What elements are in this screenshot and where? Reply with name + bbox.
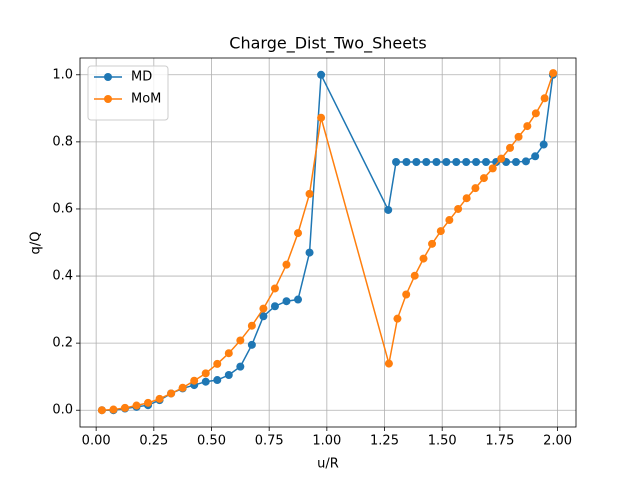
y-tick-label: 0.6 bbox=[52, 201, 73, 216]
marker bbox=[454, 204, 463, 213]
marker bbox=[224, 349, 233, 358]
marker bbox=[452, 157, 461, 166]
marker bbox=[471, 184, 480, 193]
marker bbox=[305, 189, 314, 198]
marker bbox=[190, 376, 199, 385]
x-tick-label: 1.00 bbox=[312, 434, 341, 449]
marker bbox=[436, 227, 445, 236]
marker bbox=[109, 405, 118, 414]
legend-marker bbox=[104, 73, 112, 81]
x-tick-label: 0.50 bbox=[197, 434, 226, 449]
marker bbox=[462, 194, 471, 203]
marker bbox=[432, 157, 441, 166]
y-tick-label: 0.4 bbox=[52, 269, 73, 284]
marker bbox=[410, 271, 419, 280]
marker bbox=[167, 389, 176, 398]
marker bbox=[178, 383, 187, 392]
marker bbox=[236, 336, 245, 345]
marker bbox=[259, 304, 268, 313]
y-tick-label: 0.2 bbox=[52, 336, 73, 351]
marker bbox=[512, 157, 521, 166]
marker bbox=[247, 340, 256, 349]
legend-marker bbox=[104, 95, 112, 103]
marker bbox=[428, 239, 437, 248]
marker bbox=[317, 113, 326, 122]
marker bbox=[294, 295, 303, 304]
marker bbox=[402, 290, 411, 299]
x-tick-label: 2.00 bbox=[543, 434, 572, 449]
x-tick-label: 0.00 bbox=[82, 434, 111, 449]
marker bbox=[412, 157, 421, 166]
x-tick-label: 0.25 bbox=[139, 434, 168, 449]
marker bbox=[282, 297, 291, 306]
series-line bbox=[101, 72, 554, 411]
marker bbox=[506, 143, 515, 152]
marker bbox=[549, 69, 558, 78]
marker bbox=[120, 403, 129, 412]
marker bbox=[282, 260, 291, 269]
marker bbox=[488, 164, 497, 173]
y-axis-label: q/Q bbox=[29, 232, 44, 255]
marker bbox=[384, 359, 393, 368]
x-tick-label: 1.50 bbox=[428, 434, 457, 449]
marker bbox=[521, 157, 530, 166]
marker bbox=[531, 109, 540, 118]
marker bbox=[294, 229, 303, 238]
marker bbox=[317, 70, 326, 79]
marker bbox=[514, 132, 523, 141]
marker bbox=[531, 152, 540, 161]
marker bbox=[270, 284, 279, 293]
marker bbox=[540, 94, 549, 103]
axes-frame bbox=[79, 57, 577, 428]
marker bbox=[97, 406, 106, 415]
x-tick-label: 0.75 bbox=[255, 434, 284, 449]
marker bbox=[259, 312, 268, 321]
marker bbox=[523, 122, 532, 131]
marker bbox=[422, 157, 431, 166]
y-tick-label: 1.0 bbox=[52, 67, 73, 82]
y-tick-label: 0.0 bbox=[52, 403, 73, 418]
x-axis-label: u/R bbox=[317, 457, 339, 472]
marker bbox=[201, 369, 210, 378]
y-tick-label: 0.8 bbox=[52, 134, 73, 149]
legend-label: MD bbox=[131, 70, 152, 85]
marker bbox=[445, 216, 454, 225]
marker bbox=[482, 157, 491, 166]
marker bbox=[539, 140, 548, 149]
marker bbox=[462, 157, 471, 166]
marker bbox=[213, 376, 222, 385]
marker bbox=[479, 174, 488, 183]
marker bbox=[236, 362, 245, 371]
marker bbox=[419, 254, 428, 263]
marker bbox=[402, 157, 411, 166]
marker bbox=[155, 394, 164, 403]
marker bbox=[144, 398, 153, 407]
marker bbox=[213, 359, 222, 368]
marker bbox=[392, 157, 401, 166]
chart-title: Charge_Dist_Two_Sheets bbox=[229, 34, 426, 54]
marker bbox=[384, 205, 393, 214]
marker bbox=[247, 321, 256, 330]
marker bbox=[393, 314, 402, 323]
legend: MD MoM bbox=[87, 65, 169, 121]
marker bbox=[442, 157, 451, 166]
x-tick-label: 1.75 bbox=[485, 434, 514, 449]
marker bbox=[472, 157, 481, 166]
marker bbox=[224, 371, 233, 380]
marker bbox=[201, 377, 210, 386]
marker bbox=[270, 302, 279, 311]
legend-label: MoM bbox=[131, 92, 161, 107]
x-tick-label: 1.25 bbox=[370, 434, 399, 449]
plot-area bbox=[97, 69, 558, 415]
marker bbox=[132, 401, 141, 410]
marker bbox=[497, 154, 506, 163]
marker bbox=[305, 248, 314, 257]
